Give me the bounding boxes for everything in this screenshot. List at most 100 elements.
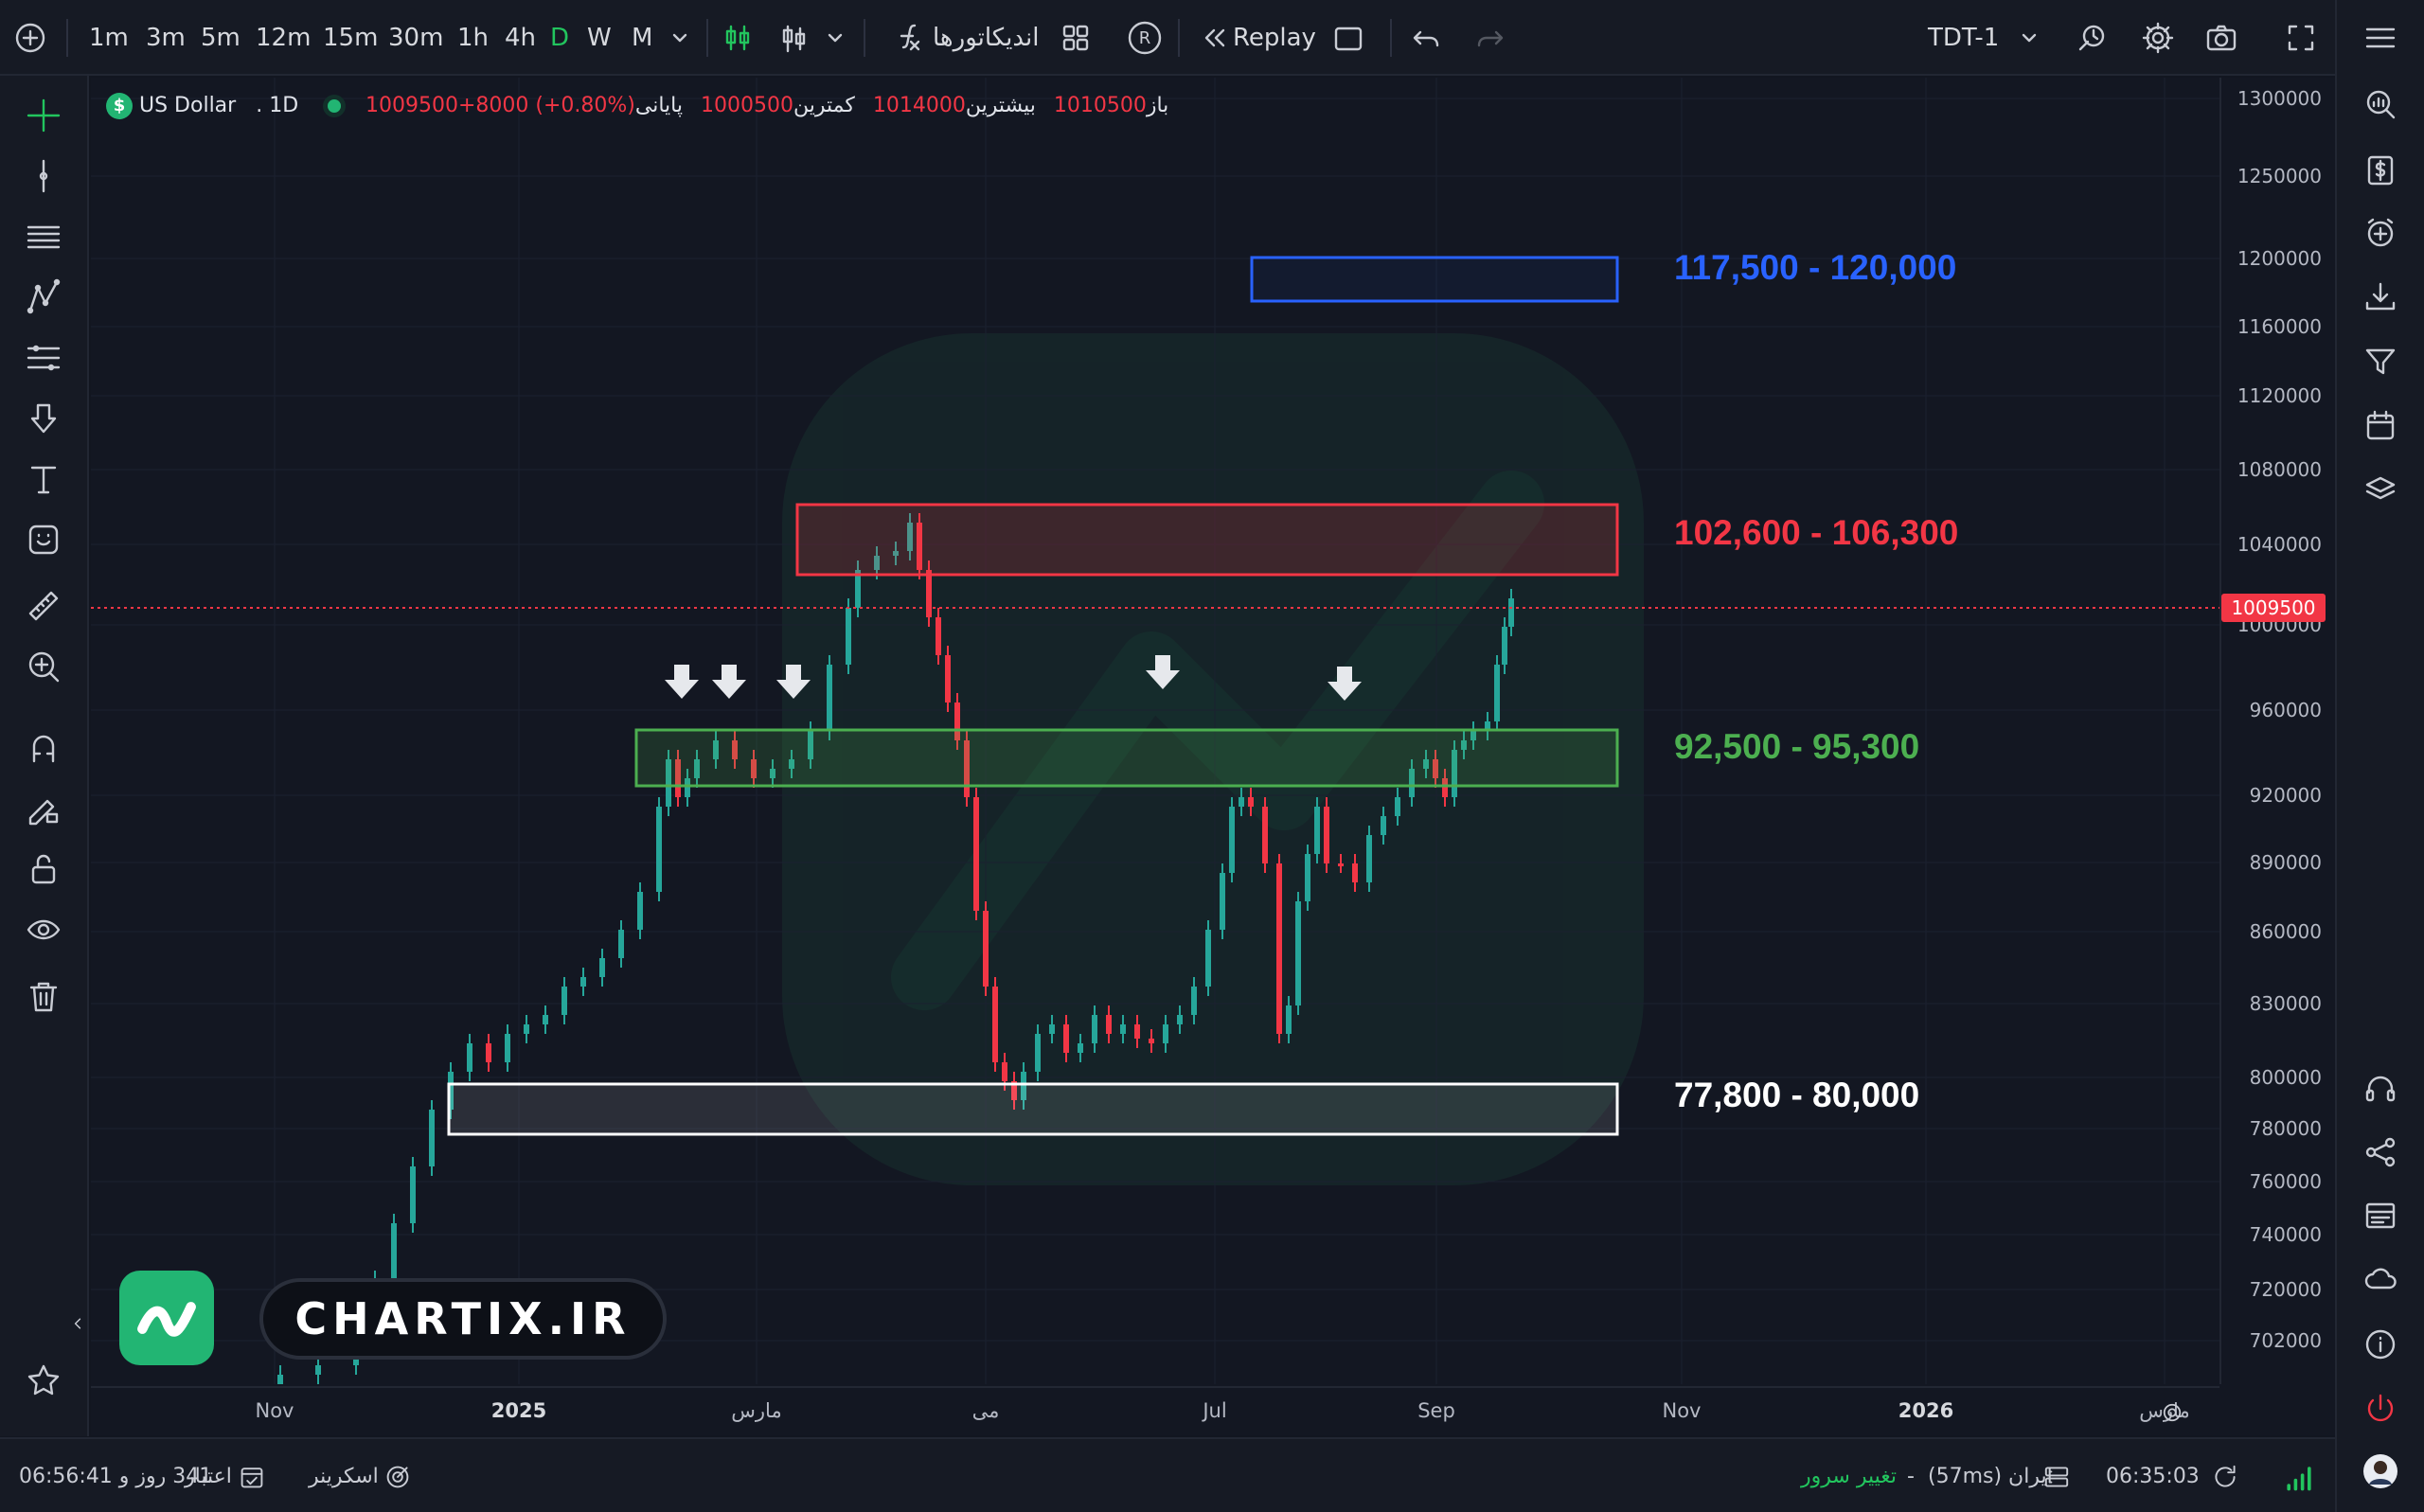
tf-3m[interactable]: 3m — [146, 24, 186, 52]
zoom-in-icon[interactable] — [21, 644, 66, 689]
calendar-check-icon[interactable] — [229, 1454, 275, 1500]
tf-D-active[interactable]: D — [550, 24, 570, 52]
candle-body — [1191, 987, 1197, 1015]
menu-hamburger-icon[interactable] — [2358, 15, 2403, 61]
fib-levels-icon[interactable] — [21, 335, 66, 381]
price-tick: 960000 — [2249, 699, 2322, 721]
time-tick: مارس — [731, 1399, 782, 1422]
favorite-star-icon[interactable] — [21, 1358, 66, 1403]
candle-body — [973, 797, 979, 911]
price-tick: 760000 — [2249, 1170, 2322, 1193]
tf-1m[interactable]: 1m — [89, 24, 129, 52]
time-tick: Nov — [1662, 1399, 1702, 1422]
tf-1h[interactable]: 1h — [457, 24, 490, 52]
rectangle-tool-icon[interactable] — [1326, 15, 1371, 61]
settings-gear-icon[interactable] — [2135, 15, 2181, 61]
add-symbol-icon[interactable] — [8, 15, 53, 61]
refresh-icon[interactable] — [2202, 1454, 2248, 1500]
alert-icon[interactable] — [2069, 15, 2114, 61]
collapse-chevron-icon[interactable] — [66, 1301, 89, 1346]
indicators-button[interactable]: اندیکاتورها — [933, 24, 1040, 52]
tf-12m[interactable]: 12m — [256, 24, 312, 52]
candle-body — [917, 523, 922, 570]
layout-grid-icon[interactable] — [1053, 15, 1098, 61]
price-chart-svg[interactable] — [91, 78, 2219, 1384]
chart-area[interactable]: $ US Dollar . 1D باز1010500 بیشترین10140… — [91, 78, 2335, 1435]
candle-body — [874, 556, 880, 570]
crosshair-icon[interactable] — [21, 93, 66, 138]
cloud-sync-icon[interactable] — [2358, 1257, 2403, 1303]
bar-chart-type-icon[interactable] — [771, 15, 816, 61]
status-dot-icon — [328, 99, 342, 113]
candle-body — [1452, 750, 1457, 797]
server-icon — [2034, 1454, 2079, 1500]
dollar-icon[interactable] — [2358, 148, 2403, 193]
chevron-down-icon[interactable] — [2006, 15, 2052, 61]
news-icon[interactable] — [2358, 1193, 2403, 1238]
candle-body — [429, 1110, 435, 1166]
price-tick: 1040000 — [2237, 533, 2322, 556]
avatar[interactable] — [2358, 1449, 2403, 1494]
calendar-icon[interactable] — [2358, 403, 2403, 449]
change-server-link[interactable]: تغییر سرور — [1801, 1465, 1897, 1488]
horizontal-lines-icon[interactable] — [21, 214, 66, 259]
open-label: باز — [1146, 94, 1169, 117]
lock-icon[interactable] — [21, 846, 66, 892]
share-icon[interactable] — [2358, 1130, 2403, 1175]
eye-icon[interactable] — [21, 907, 66, 952]
chevron-down-icon[interactable] — [657, 15, 703, 61]
redo-icon[interactable] — [1468, 15, 1513, 61]
tf-4h[interactable]: 4h — [505, 24, 537, 52]
text-tool-icon[interactable] — [21, 456, 66, 502]
sticker-icon[interactable] — [21, 517, 66, 562]
camera-snapshot-icon[interactable] — [2199, 15, 2244, 61]
undo-icon[interactable] — [1403, 15, 1449, 61]
tf-30m[interactable]: 30m — [388, 24, 444, 52]
fullscreen-icon[interactable] — [2278, 15, 2324, 61]
candlestick-icon[interactable] — [715, 15, 760, 61]
magnet-icon[interactable] — [21, 725, 66, 771]
price-tick: 830000 — [2249, 992, 2322, 1015]
credit-value: 341 روز و 06:56:41 — [19, 1465, 213, 1488]
power-icon[interactable] — [2358, 1386, 2403, 1432]
tf-W[interactable]: W — [587, 24, 612, 52]
pencil-lock-icon[interactable] — [21, 786, 66, 831]
search-chart-icon[interactable] — [2358, 81, 2403, 127]
tf-5m[interactable]: 5m — [201, 24, 241, 52]
tf-M[interactable]: M — [632, 24, 653, 52]
layers-icon[interactable] — [2358, 468, 2403, 513]
chevron-down-icon[interactable] — [812, 15, 858, 61]
zone-label-white: 77,800 - 80,000 — [1674, 1076, 1920, 1114]
screener-target-icon[interactable] — [375, 1454, 420, 1500]
replay-button[interactable]: Replay — [1233, 24, 1316, 52]
axis-settings-gear-icon[interactable] — [2149, 1390, 2195, 1435]
pattern-tool-icon[interactable] — [21, 275, 66, 320]
support-headset-icon[interactable] — [2358, 1066, 2403, 1112]
info-icon[interactable] — [2358, 1322, 2403, 1367]
ruler-icon[interactable] — [21, 583, 66, 629]
high-value: 1014000 — [872, 94, 966, 117]
candle-body — [751, 759, 757, 778]
filter-icon[interactable] — [2358, 339, 2403, 384]
screener-button[interactable]: اسکرینر — [309, 1465, 379, 1488]
candle-body — [1106, 1015, 1112, 1034]
replay-rewind-icon[interactable] — [1191, 15, 1237, 61]
symbol-name[interactable]: US Dollar — [139, 94, 237, 117]
trend-line-icon[interactable] — [21, 153, 66, 199]
candle-body — [599, 958, 605, 977]
candle-body — [1502, 627, 1507, 665]
candle-body — [1229, 807, 1235, 873]
trash-icon[interactable] — [21, 973, 66, 1019]
r-badge-icon[interactable]: R — [1122, 15, 1167, 61]
tf-15m[interactable]: 15m — [323, 24, 379, 52]
indicators-fx-icon[interactable] — [886, 15, 932, 61]
candle-body — [1305, 854, 1310, 901]
time-axis[interactable]: Nov 2025 مارس می Jul Sep Nov 2026 مارس — [91, 1386, 2219, 1435]
candle-body — [1276, 863, 1282, 1034]
candle-body — [713, 740, 719, 759]
price-axis[interactable]: 1300000 1250000 1200000 1160000 1120000 10800… — [2219, 78, 2335, 1384]
arrow-down-tool-icon[interactable] — [21, 396, 66, 441]
symbol-code[interactable]: TDT-1 — [1928, 24, 2000, 52]
download-icon[interactable] — [2358, 275, 2403, 320]
add-alert-icon[interactable] — [2358, 210, 2403, 256]
